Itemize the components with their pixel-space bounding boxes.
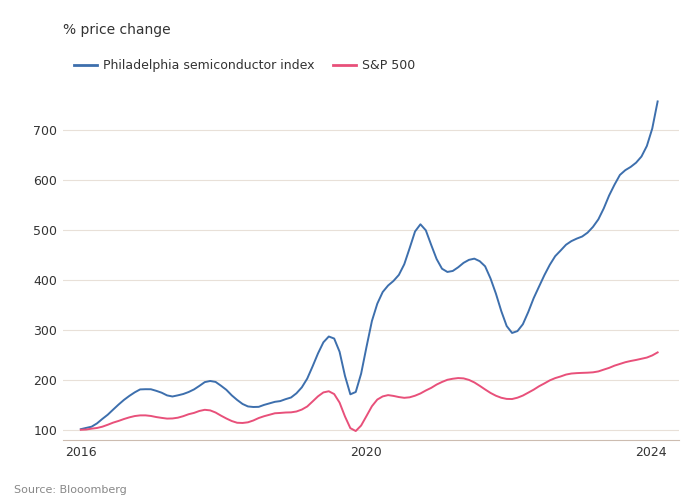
Text: Source: Blooomberg: Source: Blooomberg [14,485,127,495]
Legend: Philadelphia semiconductor index, S&P 500: Philadelphia semiconductor index, S&P 50… [69,54,420,77]
Text: % price change: % price change [63,24,171,38]
